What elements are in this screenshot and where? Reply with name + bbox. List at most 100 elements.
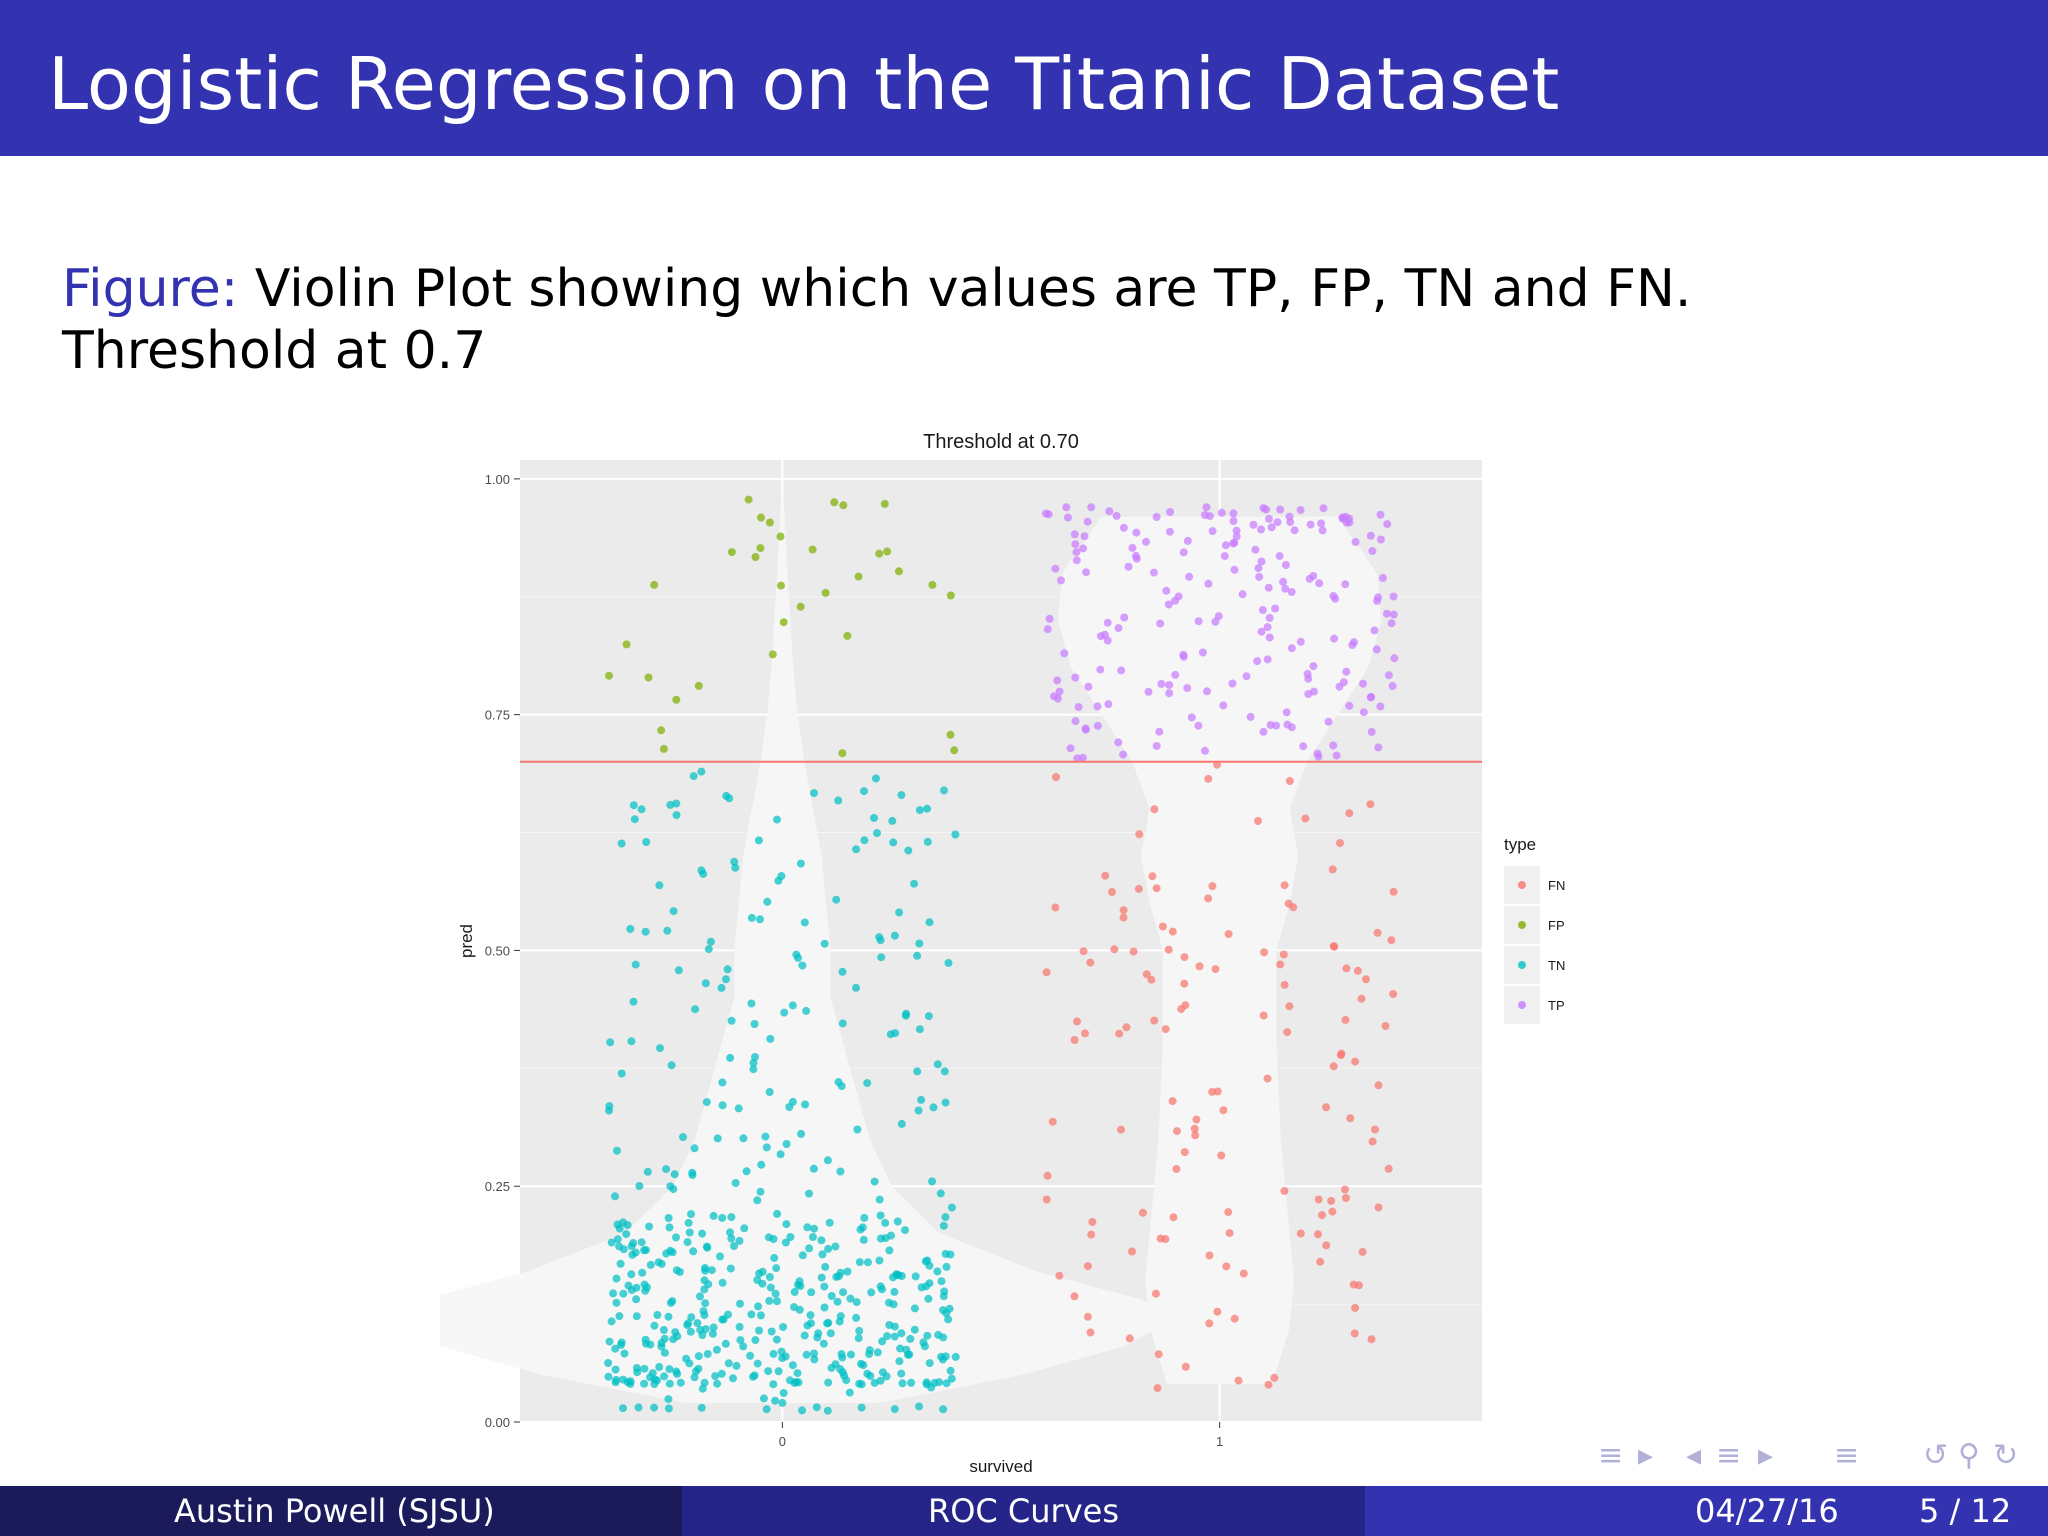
point-tn xyxy=(609,1289,618,1298)
point-tn xyxy=(646,1260,655,1269)
point-tn xyxy=(928,1177,937,1186)
forward-icon[interactable]: ↻ xyxy=(1993,1438,2019,1473)
point-tn xyxy=(604,1359,613,1367)
point-tp xyxy=(1345,701,1354,710)
legend-swatch-fp xyxy=(1518,921,1526,929)
section-prev-icon[interactable]: ◂ xyxy=(1686,1438,1702,1473)
point-tp xyxy=(1187,713,1196,722)
point-tn xyxy=(875,1195,884,1204)
point-tn xyxy=(774,1367,783,1376)
point-tn xyxy=(792,1378,801,1386)
point-tn xyxy=(669,1335,678,1344)
search-icon[interactable]: ⚲ xyxy=(1958,1438,1980,1473)
point-fn xyxy=(1329,1062,1338,1071)
point-fn xyxy=(1150,1016,1159,1025)
section-nav-icon[interactable]: ≡ xyxy=(1716,1438,1742,1473)
point-tp xyxy=(1142,537,1150,546)
point-tp xyxy=(1201,746,1209,755)
point-tn xyxy=(650,1321,659,1330)
point-tn xyxy=(663,926,672,935)
point-tn xyxy=(876,1376,885,1385)
point-tp xyxy=(1296,637,1305,646)
footer-date-box: 04/27/16 5 / 12 xyxy=(1365,1486,2048,1536)
beamer-navigation[interactable]: ≡ ▸ ◂ ≡ ▸ ≡ ↺ ⚲ ↻ xyxy=(1598,1436,2028,1476)
point-tn xyxy=(801,1100,810,1109)
section-next-icon[interactable]: ▸ xyxy=(1758,1438,1774,1473)
point-tn xyxy=(723,965,732,974)
point-tp xyxy=(1351,538,1360,546)
point-tp xyxy=(1070,530,1079,539)
point-tn xyxy=(934,1330,943,1339)
point-tp xyxy=(1296,506,1305,515)
point-fn xyxy=(1337,1049,1346,1058)
footer: Austin Powell (SJSU) ROC Curves 04/27/16… xyxy=(0,1486,2048,1536)
point-tn xyxy=(623,1378,632,1387)
point-tp xyxy=(1251,545,1260,554)
point-tp xyxy=(1096,665,1105,674)
point-tn xyxy=(946,1366,955,1375)
point-tn xyxy=(765,1088,774,1096)
point-tn xyxy=(619,1218,628,1227)
footer-topic-box: ROC Curves xyxy=(682,1486,1365,1536)
point-tn xyxy=(611,1365,620,1374)
point-tn xyxy=(859,1361,868,1370)
point-fn xyxy=(1328,1207,1337,1216)
point-tn xyxy=(701,1264,709,1272)
point-tn xyxy=(684,1218,693,1227)
point-tp xyxy=(1198,648,1207,657)
point-fn xyxy=(1134,884,1143,893)
point-tn xyxy=(761,1132,770,1141)
point-tn xyxy=(776,1150,785,1159)
point-fn xyxy=(1283,1028,1292,1037)
point-tn xyxy=(646,1373,654,1382)
point-fn xyxy=(1285,777,1294,785)
caption-text: Violin Plot showing which values are TP,… xyxy=(62,259,1692,381)
point-tn xyxy=(897,791,906,800)
point-tn xyxy=(747,999,756,1008)
point-tn xyxy=(642,838,651,846)
point-fn xyxy=(1224,930,1233,938)
point-tp xyxy=(1299,742,1308,751)
point-tn xyxy=(915,1402,923,1411)
point-fn xyxy=(1052,773,1060,782)
point-tn xyxy=(843,1267,852,1276)
back-icon[interactable]: ↺ xyxy=(1923,1438,1949,1473)
point-tn xyxy=(727,1234,736,1243)
point-tp xyxy=(1194,721,1203,730)
frame-prev-icon[interactable]: ≡ xyxy=(1598,1438,1624,1473)
point-tn xyxy=(769,1380,778,1389)
point-tp xyxy=(1366,531,1375,540)
point-tp xyxy=(1232,532,1241,541)
point-tn xyxy=(942,1262,951,1271)
slide-title: Logistic Regression on the Titanic Datas… xyxy=(48,42,1560,126)
point-fp xyxy=(843,631,852,640)
frame-next-icon[interactable]: ▸ xyxy=(1638,1438,1654,1473)
point-tp xyxy=(1045,614,1054,623)
point-tp xyxy=(1062,503,1071,512)
legend-title: type xyxy=(1504,835,1536,854)
point-tp xyxy=(1055,687,1064,696)
point-tn xyxy=(917,1283,926,1292)
point-tp xyxy=(1093,721,1102,730)
point-tp xyxy=(1230,565,1239,574)
point-tn xyxy=(847,1350,855,1359)
point-tp xyxy=(1367,727,1376,736)
point-tp xyxy=(1281,561,1290,569)
point-tp xyxy=(1152,513,1161,521)
subsection-nav-icon[interactable]: ≡ xyxy=(1834,1438,1860,1473)
point-tn xyxy=(812,1403,821,1412)
point-tp xyxy=(1063,513,1072,522)
point-tp xyxy=(1271,604,1280,613)
point-fn xyxy=(1279,950,1288,959)
point-fn xyxy=(1336,839,1344,848)
point-tn xyxy=(890,1287,899,1296)
point-fn xyxy=(1350,1329,1359,1338)
point-tn xyxy=(650,1380,659,1389)
point-tn xyxy=(660,1372,669,1381)
chart-title: Threshold at 0.70 xyxy=(923,431,1079,453)
point-tn xyxy=(917,1095,926,1104)
point-fn xyxy=(1362,975,1370,984)
point-tn xyxy=(665,1379,674,1388)
point-fn xyxy=(1153,1384,1162,1393)
point-tn xyxy=(805,1189,813,1198)
